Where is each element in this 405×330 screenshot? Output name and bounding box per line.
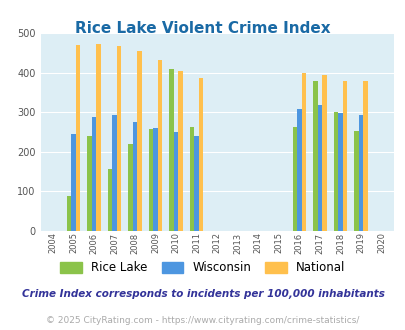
Legend: Rice Lake, Wisconsin, National: Rice Lake, Wisconsin, National xyxy=(55,257,350,279)
Bar xyxy=(178,71,183,231)
Text: Rice Lake Violent Crime Index: Rice Lake Violent Crime Index xyxy=(75,21,330,36)
Text: Crime Index corresponds to incidents per 100,000 inhabitants: Crime Index corresponds to incidents per… xyxy=(21,289,384,299)
Bar xyxy=(96,44,100,231)
Bar xyxy=(333,112,337,231)
Bar xyxy=(312,81,317,231)
Bar xyxy=(194,136,198,231)
Bar xyxy=(173,132,178,231)
Bar xyxy=(75,45,80,231)
Bar xyxy=(301,73,305,231)
Text: © 2025 CityRating.com - https://www.cityrating.com/crime-statistics/: © 2025 CityRating.com - https://www.city… xyxy=(46,316,359,325)
Bar xyxy=(317,106,321,231)
Bar xyxy=(342,81,346,231)
Bar xyxy=(128,144,132,231)
Bar xyxy=(296,110,301,231)
Bar xyxy=(92,117,96,231)
Bar xyxy=(321,75,326,231)
Bar xyxy=(137,51,141,231)
Bar xyxy=(292,127,296,231)
Bar xyxy=(169,69,173,231)
Bar xyxy=(362,81,367,231)
Bar xyxy=(87,136,92,231)
Bar xyxy=(107,169,112,231)
Bar xyxy=(153,128,158,231)
Bar xyxy=(117,46,121,231)
Bar xyxy=(71,134,75,231)
Bar xyxy=(353,131,358,231)
Bar xyxy=(358,115,362,231)
Bar xyxy=(337,113,342,231)
Bar xyxy=(190,127,194,231)
Bar xyxy=(198,78,203,231)
Bar xyxy=(158,60,162,231)
Bar xyxy=(149,129,153,231)
Bar xyxy=(132,122,137,231)
Bar xyxy=(112,115,117,231)
Bar xyxy=(66,196,71,231)
